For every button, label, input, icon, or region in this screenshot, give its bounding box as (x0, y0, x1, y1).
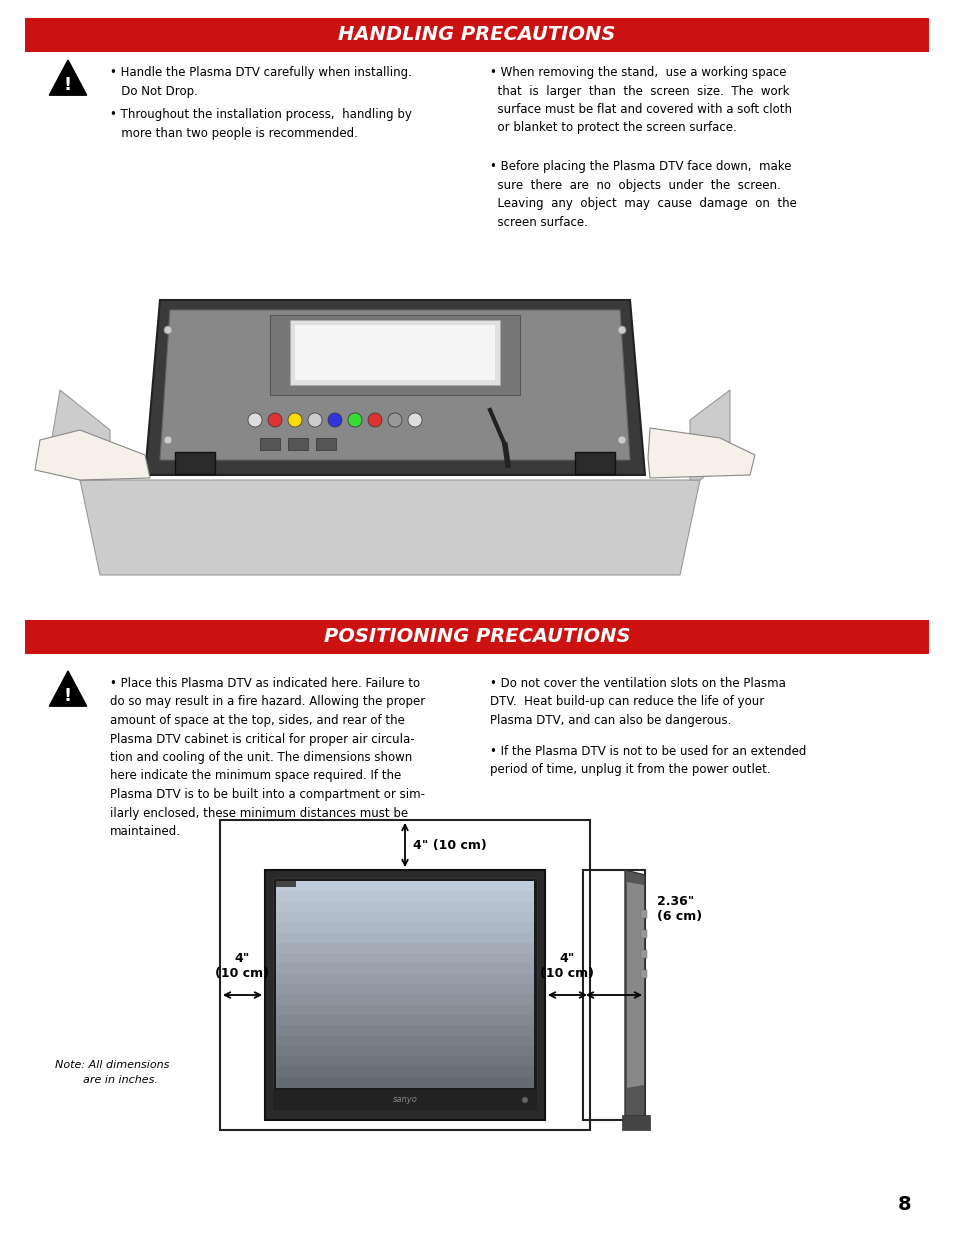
Bar (640, 930, 646, 939)
Bar (575, 452, 615, 474)
Bar (275, 953, 534, 965)
Bar (275, 1035, 534, 1047)
Circle shape (308, 412, 322, 427)
Bar (275, 984, 534, 995)
Bar (275, 1077, 534, 1088)
Circle shape (521, 1097, 527, 1103)
Text: HANDLING PRECAUTIONS: HANDLING PRECAUTIONS (338, 26, 615, 44)
Circle shape (388, 412, 401, 427)
Bar (294, 325, 495, 380)
Text: 4"
(10 cm): 4" (10 cm) (215, 952, 269, 981)
Bar (273, 1091, 537, 1110)
Bar (275, 902, 534, 913)
Text: • Place this Plasma DTV as indicated here. Failure to
do so may result in a fire: • Place this Plasma DTV as indicated her… (110, 677, 425, 839)
Bar (275, 1066, 534, 1078)
Bar (275, 881, 534, 1087)
Bar (640, 910, 646, 918)
Bar (275, 1046, 534, 1057)
Text: • Throughout the installation process,  handling by
   more than two people is r: • Throughout the installation process, h… (110, 107, 412, 140)
Polygon shape (35, 430, 150, 480)
Text: • Do not cover the ventilation slots on the Plasma
DTV.  Heat build-up can reduc: • Do not cover the ventilation slots on … (490, 677, 785, 727)
Bar (275, 911, 534, 924)
Bar (275, 973, 534, 986)
Polygon shape (50, 390, 110, 480)
Polygon shape (145, 300, 644, 475)
Bar (275, 881, 295, 887)
Circle shape (368, 412, 381, 427)
Text: • When removing the stand,  use a working space
  that  is  larger  than  the  s: • When removing the stand, use a working… (490, 65, 791, 135)
Polygon shape (50, 671, 87, 706)
Bar (275, 923, 534, 934)
Circle shape (248, 412, 262, 427)
Text: !: ! (64, 688, 72, 705)
Bar (265, 869, 544, 1120)
Bar (275, 1025, 534, 1036)
Bar (270, 315, 519, 395)
Text: sanyo: sanyo (392, 1095, 417, 1104)
Bar (275, 932, 534, 944)
Bar (640, 950, 646, 958)
Text: 8: 8 (897, 1195, 911, 1214)
Text: • If the Plasma DTV is not to be used for an extended
period of time, unplug it : • If the Plasma DTV is not to be used fo… (490, 745, 805, 777)
Bar (582, 869, 644, 1120)
Polygon shape (689, 390, 729, 480)
Text: Note: All dimensions
        are in inches.: Note: All dimensions are in inches. (55, 1060, 170, 1084)
Polygon shape (647, 429, 754, 478)
Polygon shape (624, 869, 644, 1120)
Bar (25, 19, 928, 52)
Polygon shape (626, 882, 643, 1088)
Bar (174, 452, 214, 474)
Circle shape (328, 412, 341, 427)
Circle shape (348, 412, 361, 427)
Polygon shape (621, 1115, 649, 1130)
Bar (25, 620, 928, 655)
Circle shape (268, 412, 282, 427)
Bar (275, 1004, 534, 1016)
Text: 4" (10 cm): 4" (10 cm) (413, 839, 486, 851)
Text: !: ! (64, 77, 72, 94)
Bar (275, 994, 534, 1005)
Circle shape (408, 412, 421, 427)
Text: • Handle the Plasma DTV carefully when installing.
   Do Not Drop.: • Handle the Plasma DTV carefully when i… (110, 65, 412, 98)
Bar (260, 438, 280, 450)
Bar (220, 820, 589, 1130)
Bar (288, 438, 308, 450)
Circle shape (618, 436, 625, 445)
Circle shape (288, 412, 302, 427)
Text: POSITIONING PRECAUTIONS: POSITIONING PRECAUTIONS (323, 627, 630, 646)
Bar (275, 892, 534, 903)
Bar (275, 963, 534, 974)
Polygon shape (160, 310, 629, 459)
Polygon shape (50, 61, 87, 95)
Bar (640, 969, 646, 978)
Bar (273, 878, 537, 1091)
Bar (275, 1056, 534, 1067)
Text: 2.36"
(6 cm): 2.36" (6 cm) (657, 895, 701, 923)
Bar (275, 1015, 534, 1026)
Bar (275, 942, 534, 955)
Polygon shape (80, 480, 700, 576)
Circle shape (164, 326, 172, 333)
Text: 4"
(10 cm): 4" (10 cm) (540, 952, 594, 981)
Bar (275, 881, 534, 893)
Circle shape (164, 436, 172, 445)
Circle shape (618, 326, 625, 333)
Bar (290, 320, 499, 385)
Text: • Before placing the Plasma DTV face down,  make
  sure  there  are  no  objects: • Before placing the Plasma DTV face dow… (490, 161, 796, 228)
Bar (315, 438, 335, 450)
